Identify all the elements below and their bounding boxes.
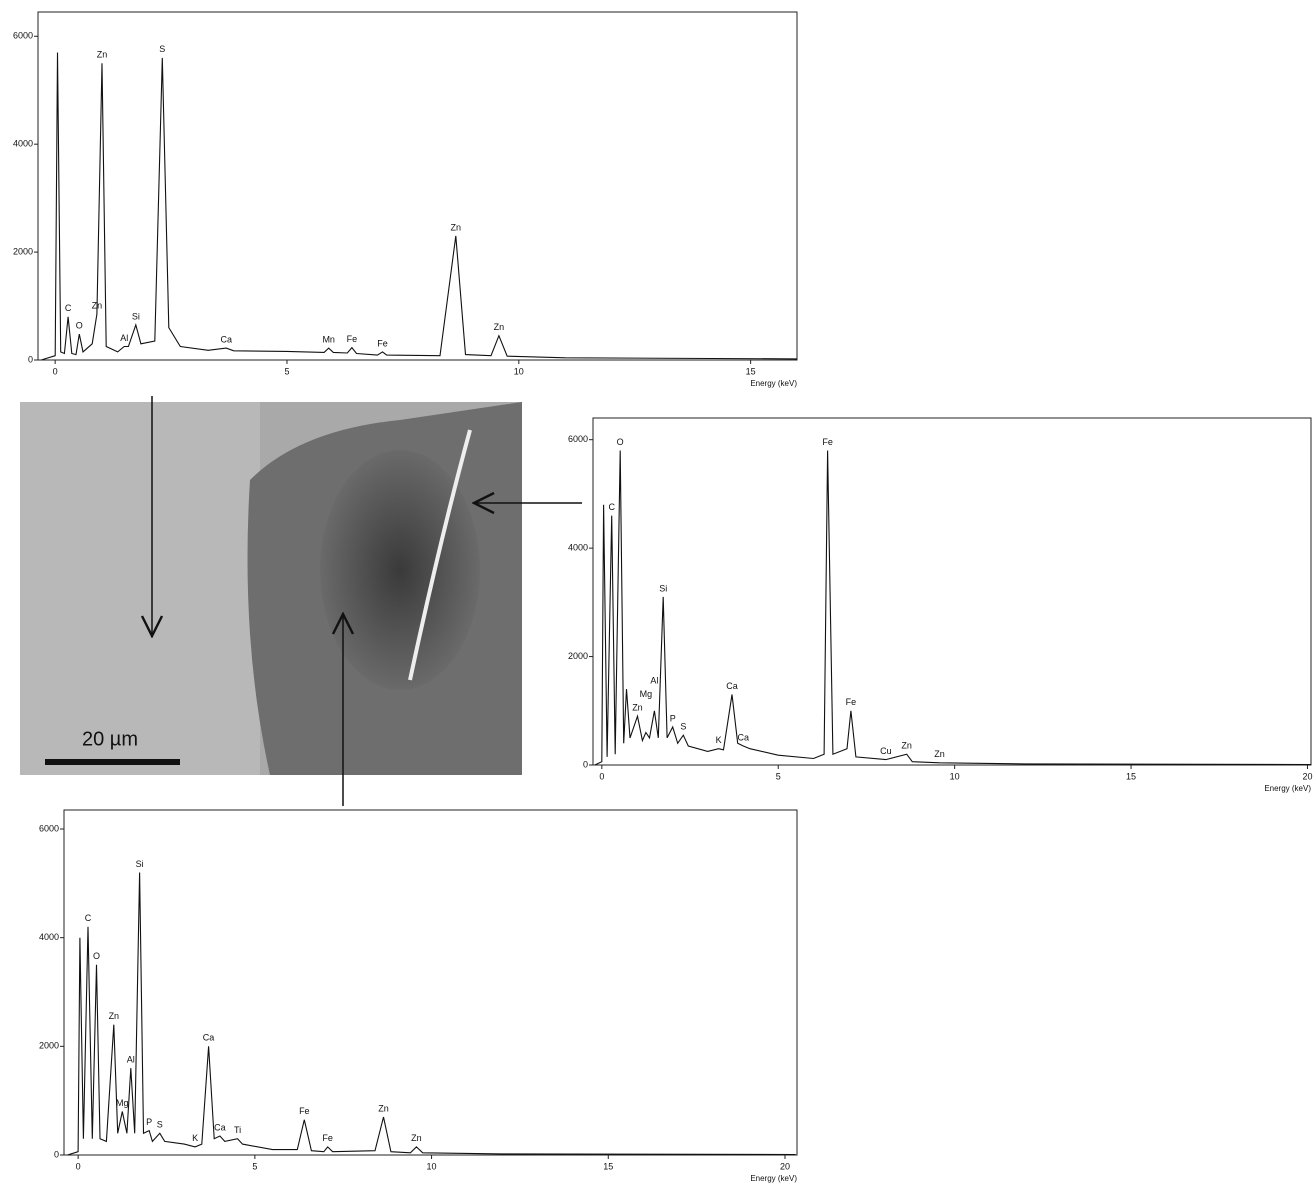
x-tick-label: 5 <box>284 366 289 376</box>
x-axis-label: Energy (keV) <box>750 379 797 388</box>
peak-label: Fe <box>822 437 833 447</box>
peak-label: Fe <box>322 1133 333 1143</box>
spectrum-line <box>41 52 798 361</box>
x-tick-label: 10 <box>950 771 960 781</box>
spectrum-line <box>67 872 796 1156</box>
x-tick-label: 10 <box>514 366 524 376</box>
x-axis-label: Energy (keV) <box>750 1174 797 1183</box>
peak-label: Mg <box>640 689 653 699</box>
plot-frame <box>37 11 798 361</box>
peak-label: S <box>159 44 165 54</box>
x-tick-label: 0 <box>599 771 604 781</box>
y-tick-label: 2000 <box>39 1041 59 1051</box>
x-tick-label: 15 <box>746 366 756 376</box>
scale-bar-label: 20 µm <box>82 728 138 750</box>
sem-image: 20 µm <box>20 402 522 775</box>
y-tick-label: 4000 <box>568 543 588 553</box>
x-tick-label: 10 <box>427 1161 437 1171</box>
peak-label: Zn <box>494 322 505 332</box>
peak-label: Mn <box>322 335 335 345</box>
peak-label: Zn <box>934 749 945 759</box>
x-tick-label: 20 <box>780 1161 790 1171</box>
peak-label: Ca <box>203 1033 215 1043</box>
y-tick-label: 4000 <box>39 932 59 942</box>
y-tick-label: 6000 <box>568 434 588 444</box>
peak-label: Si <box>659 583 667 593</box>
peak-label: O <box>93 951 100 961</box>
peak-label: P <box>670 713 676 723</box>
arrows <box>152 396 582 806</box>
peak-label: O <box>76 320 83 330</box>
peak-label: Zn <box>450 222 461 232</box>
peak-label: Zn <box>97 50 108 60</box>
peak-label: C <box>608 502 615 512</box>
x-tick-label: 15 <box>1126 771 1136 781</box>
x-tick-label: 20 <box>1302 771 1312 781</box>
spectrum-line <box>594 450 1312 766</box>
y-tick-label: 6000 <box>13 31 33 41</box>
peak-label: Ti <box>234 1125 241 1135</box>
peak-label: Fe <box>377 338 388 348</box>
peak-label: Ca <box>738 732 750 742</box>
x-tick-label: 0 <box>76 1161 81 1171</box>
x-axis-label: Energy (keV) <box>1264 784 1311 793</box>
peak-label: Fe <box>846 697 857 707</box>
peak-label: Ca <box>726 681 738 691</box>
peak-label: Zn <box>411 1133 422 1143</box>
peak-label: Mg <box>116 1098 129 1108</box>
peak-label: Cu <box>880 746 892 756</box>
y-tick-label: 2000 <box>13 246 33 256</box>
peak-label: S <box>680 722 686 732</box>
y-tick-label: 0 <box>28 354 33 364</box>
peak-label: P <box>146 1117 152 1127</box>
peak-label: Zn <box>378 1103 389 1113</box>
peak-label: Zn <box>92 301 103 311</box>
peak-label: Al <box>127 1054 135 1064</box>
plot-frame <box>63 809 798 1156</box>
peak-label: K <box>716 735 722 745</box>
y-tick-label: 6000 <box>39 823 59 833</box>
peak-label: C <box>65 303 72 313</box>
peak-label: Zn <box>901 741 912 751</box>
x-tick-label: 15 <box>603 1161 613 1171</box>
peak-label: K <box>192 1133 198 1143</box>
y-tick-label: 4000 <box>13 139 33 149</box>
peak-label: Zn <box>109 1011 120 1021</box>
peak-label: Ca <box>220 335 232 345</box>
y-tick-label: 0 <box>583 759 588 769</box>
y-tick-label: 0 <box>54 1149 59 1159</box>
peak-label: Zn <box>632 703 643 713</box>
peak-label: Si <box>132 311 140 321</box>
x-tick-label: 5 <box>252 1161 257 1171</box>
plot-frame <box>592 417 1312 766</box>
x-tick-label: 0 <box>53 366 58 376</box>
peak-label: O <box>617 437 624 447</box>
y-tick-label: 2000 <box>568 651 588 661</box>
peak-label: Si <box>136 859 144 869</box>
peak-label: Al <box>120 333 128 343</box>
peak-label: Ca <box>214 1122 226 1132</box>
x-tick-label: 5 <box>776 771 781 781</box>
peak-label: Fe <box>347 334 358 344</box>
peak-label: S <box>157 1120 163 1130</box>
peak-label: C <box>85 913 92 923</box>
peak-label: Al <box>650 675 658 685</box>
peak-label: Fe <box>299 1106 310 1116</box>
